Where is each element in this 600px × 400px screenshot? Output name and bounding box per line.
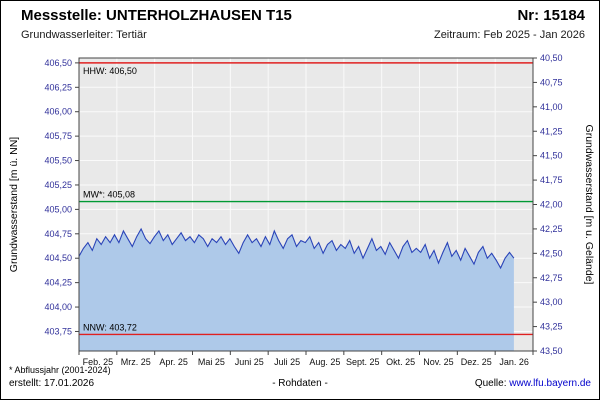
y-left-tick-label: 404,25	[44, 278, 72, 288]
page-title: Messstelle: UNTERHOLZHAUSEN T15	[21, 7, 292, 24]
x-tick-label: Jan. 26	[499, 357, 529, 367]
y-right-tick-label: 42,50	[540, 248, 563, 258]
source: Quelle: www.lfu.bayern.de	[475, 378, 591, 389]
x-tick-label: Sept. 25	[346, 357, 380, 367]
station-number: Nr: 15184	[517, 7, 585, 24]
y-left-tick-label: 405,50	[44, 156, 72, 166]
header-row: Messstelle: UNTERHOLZHAUSEN T15 Nr: 1518…	[21, 7, 585, 24]
y-left-tick-label: 406,50	[44, 58, 72, 68]
y-right-tick-label: 41,00	[540, 102, 563, 112]
y-right-tick-label: 43,50	[540, 346, 563, 356]
ref-label-mw: MW*: 405,08	[83, 190, 135, 200]
y-right-tick-label: 40,75	[540, 77, 563, 87]
y-left-tick-label: 405,75	[44, 131, 72, 141]
rohdaten-label: - Rohdaten -	[272, 378, 328, 389]
period-label: Zeitraum: Feb 2025 - Jan 2026	[433, 29, 585, 41]
data-area	[79, 228, 514, 351]
y-left-tick-label: 405,25	[44, 180, 72, 190]
x-tick-label: Aug. 25	[309, 357, 340, 367]
y-axis-title-right: Grundwasserstand [m u. Gelände]	[583, 125, 595, 285]
data-line	[78, 227, 515, 270]
y-right-tick-label: 41,50	[540, 151, 563, 161]
footnote-abflussjahr: * Abflussjahr (2001-2024)	[9, 365, 111, 375]
y-right-tick-label: 41,25	[540, 126, 563, 136]
y-left-tick-label: 404,75	[44, 229, 72, 239]
aquifer-label: Grundwasserleiter: Tertiär	[21, 29, 147, 41]
x-tick-label: Juli 25	[274, 357, 300, 367]
x-tick-label: Mrz. 25	[121, 357, 151, 367]
x-tick-label: Okt. 25	[386, 357, 415, 367]
y-axis-title-left: Grundwasserstand [m ü. NN]	[8, 137, 20, 272]
y-right-tick-label: 43,25	[540, 322, 563, 332]
ref-label-nnw: NNW: 403,72	[83, 322, 137, 332]
subheader-row: Grundwasserleiter: Tertiär Zeitraum: Feb…	[21, 29, 585, 41]
y-right-tick-label: 42,25	[540, 224, 563, 234]
y-right-tick-label: 42,75	[540, 273, 563, 283]
y-right-tick-label: 42,00	[540, 200, 563, 210]
y-left-tick-label: 406,00	[44, 107, 72, 117]
source-link[interactable]: www.lfu.bayern.de	[509, 378, 591, 389]
source-label: Quelle:	[474, 378, 507, 389]
x-tick-label: Apr. 25	[159, 357, 188, 367]
y-left-tick-label: 403,75	[44, 326, 72, 336]
ref-label-hhw: HHW: 406,50	[83, 66, 137, 76]
y-left-tick-label: 404,50	[44, 253, 72, 263]
x-tick-label: Dez. 25	[461, 357, 492, 367]
y-right-tick-label: 41,75	[540, 175, 563, 185]
x-tick-label: Juni 25	[235, 357, 264, 367]
y-right-tick-label: 40,50	[540, 53, 563, 63]
y-left-tick-label: 406,25	[44, 82, 72, 92]
y-left-tick-label: 405,00	[44, 204, 72, 214]
y-left-tick-label: 404,00	[44, 302, 72, 312]
x-tick-label: Nov. 25	[423, 357, 453, 367]
x-tick-label: Feb. 25	[83, 357, 114, 367]
y-right-tick-label: 43,00	[540, 297, 563, 307]
created-date: erstellt: 17.01.2026	[9, 378, 95, 389]
x-tick-label: Mai 25	[198, 357, 225, 367]
